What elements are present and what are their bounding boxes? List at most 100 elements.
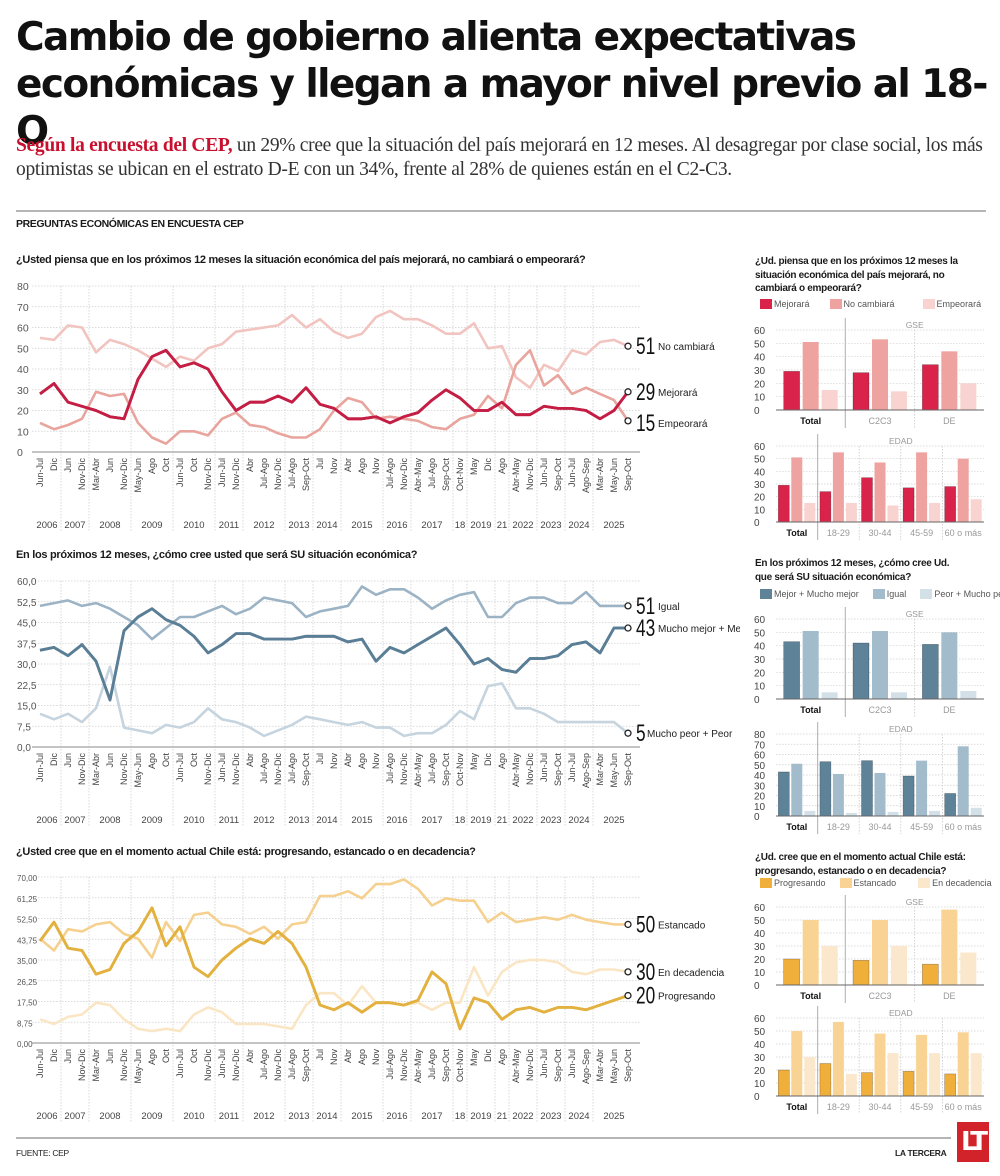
y-tick-label: 10 xyxy=(754,505,766,516)
x-tick-label: Nov-Dic xyxy=(203,1049,213,1082)
y-tick-label: 0 xyxy=(754,518,760,529)
series-line-en-decadencia xyxy=(39,958,629,1033)
legend-swatch xyxy=(918,878,931,888)
bar-peor-mucho-peor xyxy=(929,810,941,816)
x-tick-label: Jun-Jul xyxy=(35,1049,45,1078)
year-label: 18 xyxy=(455,520,466,531)
year-label: 2010 xyxy=(183,815,204,826)
year-label: 2012 xyxy=(253,1111,274,1122)
top-divider xyxy=(16,210,986,212)
x-tick-label: Jun-Jul xyxy=(567,1049,577,1078)
year-label: 2022 xyxy=(512,520,533,531)
x-tick-label: Jul-Ago xyxy=(427,1049,437,1080)
bar-chart-2-gse: 0 10 20 30 40 50 60 GSE Total C2C3 DE xyxy=(754,607,984,717)
y-tick-label: 60 xyxy=(754,903,766,914)
year-label: 2017 xyxy=(421,520,442,531)
bar-igual xyxy=(916,760,928,816)
bar-mejorar- xyxy=(783,371,800,411)
x-tick-label: Nov-Dic xyxy=(77,753,87,786)
bar-empeorar- xyxy=(960,383,977,410)
x-tick-label: Ago xyxy=(497,753,507,769)
line-chart-chile-status: 0,00 8,75 17,50 26,25 35,00 43,75 52,50 61,25 70… xyxy=(17,874,725,1123)
x-tick-label: Abr-May xyxy=(413,458,423,493)
x-tick-label: Jul-Ago xyxy=(259,458,269,489)
x-tick-label: Mar-Abr xyxy=(595,458,605,491)
y-tick-label: 10 xyxy=(754,1079,766,1090)
lede-text: un 29% cree que la situación del país me… xyxy=(16,135,983,180)
x-tick-label: Oct xyxy=(189,1049,199,1064)
category-label: 45-59 xyxy=(910,1102,933,1112)
category-label: 60 o más xyxy=(945,1102,983,1112)
y-tick-label: 30,0 xyxy=(17,660,37,671)
y-tick-label: 40 xyxy=(754,929,766,940)
year-label: 2007 xyxy=(64,520,85,531)
bar-no-cambiar- xyxy=(916,452,928,522)
x-tick-label: Nov-Dic xyxy=(273,753,283,786)
x-tick-label: Abr-May xyxy=(511,753,521,788)
y-tick-label: 0,0 xyxy=(17,743,31,754)
bar-empeorar- xyxy=(970,499,982,522)
bar-peor-mucho-peor xyxy=(845,812,857,816)
y-tick-label: 0 xyxy=(754,1092,760,1103)
year-label: 2025 xyxy=(603,520,624,531)
y-tick-label: 40 xyxy=(754,353,766,364)
bar-no-cambiar- xyxy=(874,462,886,522)
x-tick-label: Mar-Abr xyxy=(91,753,101,786)
category-label: C2C3 xyxy=(868,705,891,715)
y-tick-label: 30 xyxy=(754,1053,766,1064)
bar-chart-3-gse: 0 10 20 30 40 50 60 GSE Total C2C3 DE xyxy=(754,895,984,1003)
end-point-marker xyxy=(624,991,632,1000)
bar-estancado xyxy=(874,1033,886,1096)
end-series-label: Mucho peor + Peor xyxy=(647,729,733,740)
lede: Según la encuesta del CEP, un 29% cree q… xyxy=(16,134,991,182)
x-tick-label: Ago xyxy=(357,458,367,474)
end-series-label: Estancado xyxy=(658,920,706,931)
line-chart-2-title: En los próximos 12 meses, ¿cómo cree ust… xyxy=(16,549,418,561)
bottom-divider xyxy=(16,1137,951,1139)
legend-swatch xyxy=(760,299,772,309)
y-tick-label: 52,50 xyxy=(17,916,38,925)
end-point-marker xyxy=(624,968,632,976)
bar-mejor-mucho-mejor xyxy=(902,775,915,817)
x-tick-label: Jun-Jul xyxy=(567,753,577,782)
x-tick-label: Nov xyxy=(329,753,339,770)
year-label: 2022 xyxy=(512,1111,533,1122)
year-label: 2013 xyxy=(288,1111,309,1122)
series-line-no-cambiar- xyxy=(39,309,629,389)
x-tick-label: Oct xyxy=(161,458,171,473)
legend-label: Mejor + Mucho mejor xyxy=(774,589,859,599)
bar-mejor-mucho-mejor xyxy=(783,641,800,700)
bar-chart-3-edad: 0 10 20 30 40 50 60 EDAD Total 18-29 30-44 45-59 60 … xyxy=(754,1006,984,1114)
x-tick-label: Nov-Dic xyxy=(77,1049,87,1082)
x-tick-label: Nov-Dic xyxy=(231,1049,241,1082)
x-tick-label: Jun-Jul xyxy=(175,1049,185,1078)
x-tick-label: Dic xyxy=(49,753,59,766)
bar-igual xyxy=(802,631,819,699)
x-tick-label: Abr xyxy=(343,1049,353,1063)
y-tick-label: 7,5 xyxy=(17,722,31,733)
year-label: 2025 xyxy=(603,815,624,826)
x-tick-label: Jul xyxy=(315,753,325,765)
bar-mejor-mucho-mejor xyxy=(852,642,870,700)
y-tick-label: 45,0 xyxy=(17,619,37,630)
y-tick-label: 0 xyxy=(754,695,760,706)
bar-no-cambiar- xyxy=(941,351,958,410)
y-tick-label: 60 xyxy=(754,751,766,762)
x-tick-label: Jul-Ago xyxy=(259,1049,269,1080)
bar-mejorar- xyxy=(902,487,915,523)
legend-swatch xyxy=(839,878,852,888)
bar-chart-1-gse: 0 10 20 30 40 50 60 GSE Total C2C3 DE xyxy=(754,318,984,428)
x-tick-label: Ago xyxy=(497,458,507,474)
legend-label: Peor + Mucho peor xyxy=(934,589,1000,599)
bar-mejor-mucho-mejor xyxy=(819,761,832,817)
year-label: 2013 xyxy=(288,520,309,531)
x-tick-label: Sep-Oct xyxy=(623,1049,633,1083)
bar-mejorar- xyxy=(777,484,790,523)
y-tick-label: 10 xyxy=(754,968,766,979)
bar-no-cambiar- xyxy=(832,452,844,522)
x-tick-label: Ago xyxy=(357,1049,367,1065)
x-tick-label: Jun xyxy=(105,1049,115,1064)
year-label: 2006 xyxy=(36,1111,57,1122)
x-tick-label: May xyxy=(469,753,479,771)
year-label: 2015 xyxy=(351,815,372,826)
